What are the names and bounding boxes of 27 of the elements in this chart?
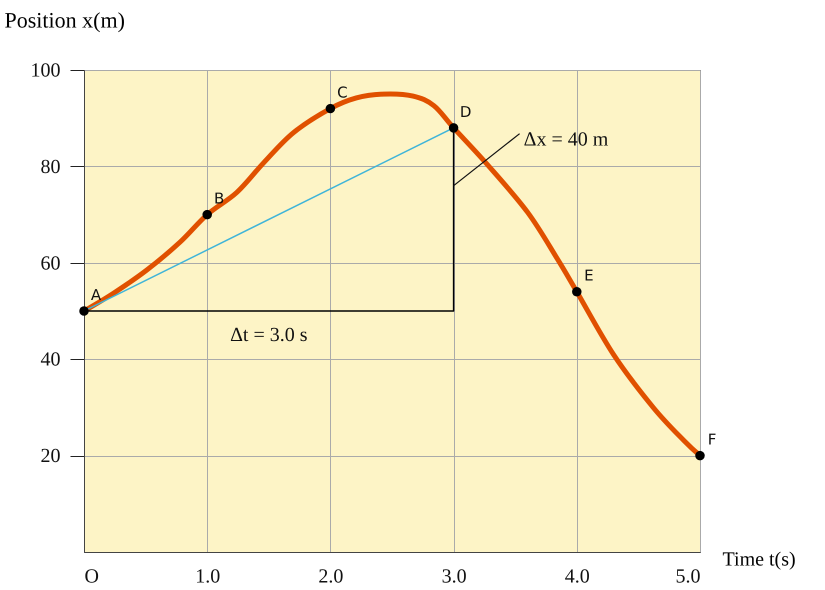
x-tick-label: 4.0	[564, 566, 590, 588]
point	[79, 306, 89, 316]
y-axis-title: Position x(m)	[4, 8, 125, 32]
data-label: F	[708, 430, 716, 449]
point	[572, 286, 582, 296]
x-axis-title: Time t(s)	[722, 548, 796, 570]
annotation: Δx = 40 m	[524, 128, 609, 151]
x-tick-label: 3.0	[442, 566, 467, 588]
data-label: A	[90, 286, 102, 304]
x-tick-label: 2.0	[318, 566, 344, 588]
data-label: C	[337, 84, 348, 102]
y-tick-label: 80	[40, 156, 60, 178]
point	[326, 104, 336, 114]
data-label: B	[214, 190, 224, 208]
point	[448, 123, 458, 133]
y-tick-label: 20	[40, 445, 60, 468]
x-tick-label: 1.0	[195, 566, 220, 588]
data-label: E	[584, 266, 594, 285]
point	[202, 210, 212, 220]
point	[695, 450, 705, 460]
y-tick-label: 60	[40, 252, 60, 274]
x-tick-label: 5.0	[676, 566, 700, 588]
data-label: D	[460, 102, 472, 121]
annotation: Δt = 3.0 s	[230, 324, 308, 346]
x-tick-label: O	[84, 566, 99, 588]
y-tick-label: 40	[40, 348, 60, 371]
y-tick-label: 100	[30, 60, 60, 82]
